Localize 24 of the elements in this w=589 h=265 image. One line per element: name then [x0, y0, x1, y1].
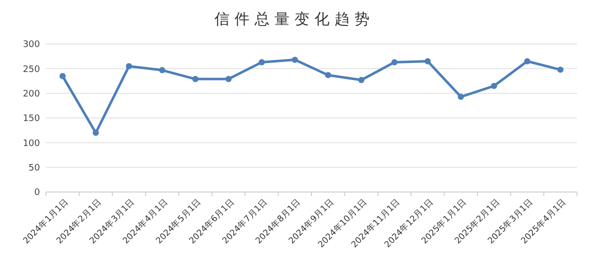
point — [557, 66, 564, 73]
y-tick-label: 100 — [22, 138, 40, 149]
point — [60, 72, 66, 80]
y-tick-label: 0 — [34, 188, 40, 198]
point — [391, 59, 398, 66]
point — [424, 58, 431, 64]
y-tick-label: 150 — [22, 114, 40, 124]
point — [225, 76, 232, 82]
chart-title: 信件总量变化趋势 — [214, 10, 374, 28]
point — [159, 67, 166, 74]
point — [126, 63, 132, 70]
point — [458, 94, 464, 100]
point — [325, 72, 332, 78]
point — [92, 130, 99, 136]
point — [358, 76, 364, 84]
point — [490, 82, 498, 90]
y-tick-label: 50 — [28, 163, 40, 174]
point — [524, 58, 530, 64]
y-tick-label: 250 — [22, 64, 40, 75]
y-tick-label: 300 — [22, 40, 40, 50]
point — [258, 59, 265, 66]
y-tick-label: 200 — [22, 89, 40, 100]
point — [292, 56, 298, 63]
point — [192, 76, 198, 82]
